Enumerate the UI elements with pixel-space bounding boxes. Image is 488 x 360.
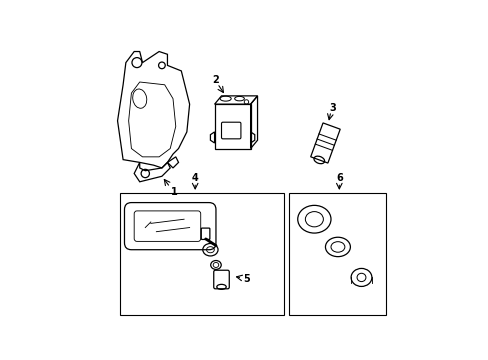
FancyBboxPatch shape xyxy=(124,203,216,250)
Text: 4: 4 xyxy=(191,174,198,184)
Text: 6: 6 xyxy=(335,174,342,184)
Bar xyxy=(214,104,250,149)
FancyBboxPatch shape xyxy=(201,228,209,239)
Bar xyxy=(120,193,284,315)
FancyBboxPatch shape xyxy=(221,122,241,139)
FancyBboxPatch shape xyxy=(213,270,229,289)
Text: 3: 3 xyxy=(328,103,335,113)
Bar xyxy=(289,193,386,315)
Text: 5: 5 xyxy=(243,274,249,284)
FancyBboxPatch shape xyxy=(134,211,200,242)
Text: 2: 2 xyxy=(212,75,219,85)
Text: 1: 1 xyxy=(171,186,178,197)
